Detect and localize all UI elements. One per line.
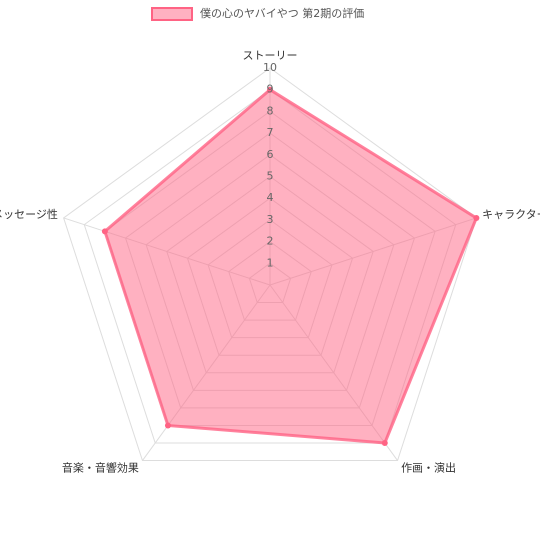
axis-label: 作画・演出: [401, 461, 456, 475]
r-tick-label: 2: [267, 235, 274, 248]
axis-label: 音楽・音響効果: [62, 461, 139, 475]
axis-label: ストーリー: [243, 49, 298, 62]
axis-label: メッセージ性: [0, 207, 58, 221]
axis-label: キャラクター: [482, 208, 540, 221]
data-point: [267, 86, 273, 93]
data-area: [103, 87, 479, 445]
r-tick-label: 4: [267, 191, 274, 204]
r-tick-label: 9: [267, 83, 274, 96]
r-tick-label: 8: [267, 104, 274, 117]
r-tick-label: 7: [267, 126, 274, 139]
r-tick-label: 3: [267, 213, 274, 226]
data-point: [164, 422, 171, 429]
data-point: [381, 440, 388, 447]
data-point: [473, 214, 480, 221]
r-tick-label: 5: [267, 170, 274, 183]
grid-line: [63, 67, 477, 462]
legend-swatch: [151, 7, 193, 21]
r-tick-label: 1: [267, 256, 274, 269]
r-tick-label: 6: [267, 148, 274, 161]
legend-label: 僕の心のヤバイやつ 第2期の評価: [200, 6, 364, 20]
data-point: [101, 228, 108, 235]
r-tick-label: 10: [263, 61, 277, 74]
